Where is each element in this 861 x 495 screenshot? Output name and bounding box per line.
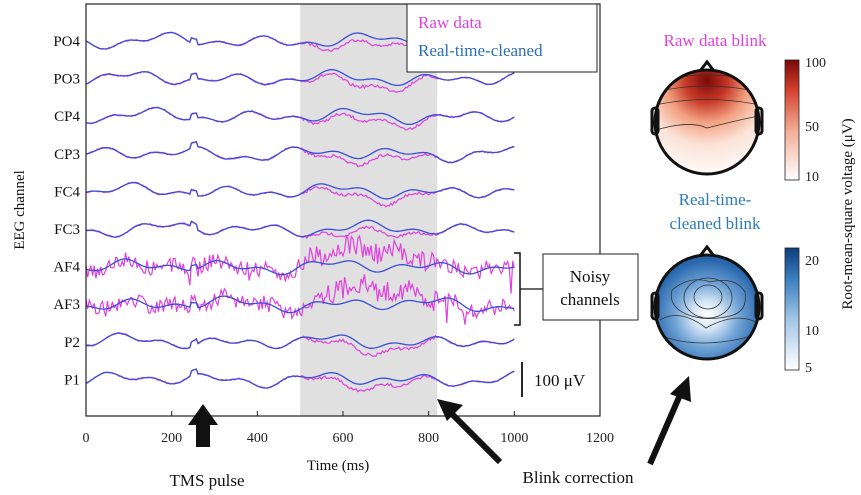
clean-topomap-title-line2: cleaned blink xyxy=(669,214,761,233)
raw-trace-po3 xyxy=(85,70,515,93)
legend-raw: Raw data xyxy=(418,13,482,32)
channel-label-af3: AF3 xyxy=(53,297,80,313)
x-tick-label: 600 xyxy=(333,431,354,446)
x-axis-title: Time (ms) xyxy=(307,458,369,474)
raw-trace-p2 xyxy=(85,331,515,357)
legend-clean: Real-time-cleaned xyxy=(418,41,543,60)
x-tick-label: 200 xyxy=(161,431,182,446)
raw-colorbar: 100 50 10 xyxy=(784,56,826,185)
clean-trace-cp4 xyxy=(85,106,515,126)
tms-label: TMS pulse xyxy=(169,471,244,490)
raw-trace-cp4 xyxy=(85,106,515,131)
scale-bar-label: 100 μV xyxy=(534,371,586,390)
clean-trace-fc4 xyxy=(85,182,515,200)
clean-topomap-title-line1: Real-time- xyxy=(679,190,752,209)
colorbar-title: Root-mean-square voltage (μV) xyxy=(840,118,856,309)
x-tick-label: 0 xyxy=(83,431,90,446)
clean-trace-p1 xyxy=(85,368,515,389)
clean-cb-tick-low: 5 xyxy=(805,361,812,376)
clean-trace-af3 xyxy=(85,295,515,314)
tms-arrow xyxy=(188,404,218,447)
blink-arrow-left-head xyxy=(437,399,463,421)
channel-label-po4: PO4 xyxy=(53,34,80,50)
channel-label-cp3: CP3 xyxy=(54,147,80,163)
y-axis-title: EEG channel xyxy=(12,170,28,250)
x-tick-label: 400 xyxy=(247,431,268,446)
raw-trace-p1 xyxy=(85,368,515,393)
channel-label-af4: AF4 xyxy=(53,260,80,276)
x-tick-label: 1000 xyxy=(500,431,528,446)
raw-cb-tick-high: 100 xyxy=(805,56,826,71)
noisy-label-line1: Noisy xyxy=(570,267,611,286)
raw-cb-tick-mid: 50 xyxy=(805,120,819,135)
traces-group xyxy=(85,31,515,393)
channel-label-fc4: FC4 xyxy=(54,184,80,200)
clean-colorbar: 20 10 5 xyxy=(784,247,819,376)
clean-cb-tick-mid: 10 xyxy=(805,324,819,339)
x-tick-label: 1200 xyxy=(586,431,614,446)
channel-label-cp4: CP4 xyxy=(54,109,80,125)
clean-topomap xyxy=(650,244,764,361)
raw-topomap-title: Raw data blink xyxy=(664,31,767,50)
noisy-bracket xyxy=(514,252,521,326)
blink-arrow-right-head xyxy=(670,376,691,402)
clean-trace-cp3 xyxy=(85,141,515,164)
channel-label-p2: P2 xyxy=(64,335,80,351)
channel-label-po3: PO3 xyxy=(53,72,80,88)
legend-box xyxy=(406,3,598,73)
channel-labels: PO4 PO3 CP4 CP3 FC4 FC3 AF4 AF3 P2 P1 xyxy=(53,34,80,388)
blink-label: Blink correction xyxy=(523,468,634,487)
noisy-label-line2: channels xyxy=(560,290,619,309)
clean-trace-af4 xyxy=(85,258,515,276)
clean-trace-fc3 xyxy=(85,219,515,238)
x-tick-label: 800 xyxy=(418,431,439,446)
raw-topomap xyxy=(650,59,764,176)
raw-cb-tick-low: 10 xyxy=(805,170,819,185)
clean-trace-po3 xyxy=(85,68,515,87)
blink-arrow-right xyxy=(647,393,683,466)
clean-trace-p2 xyxy=(85,332,515,350)
channel-label-fc3: FC3 xyxy=(54,222,80,238)
raw-trace-af4 xyxy=(85,234,515,294)
blink-arrow-left xyxy=(449,411,503,465)
noisy-box xyxy=(542,253,639,321)
clean-cb-tick-high: 20 xyxy=(805,254,819,269)
raw-trace-af3 xyxy=(85,274,515,325)
x-axis: 0 200 400 600 800 1000 1200 xyxy=(83,411,614,446)
channel-label-p1: P1 xyxy=(64,372,80,388)
